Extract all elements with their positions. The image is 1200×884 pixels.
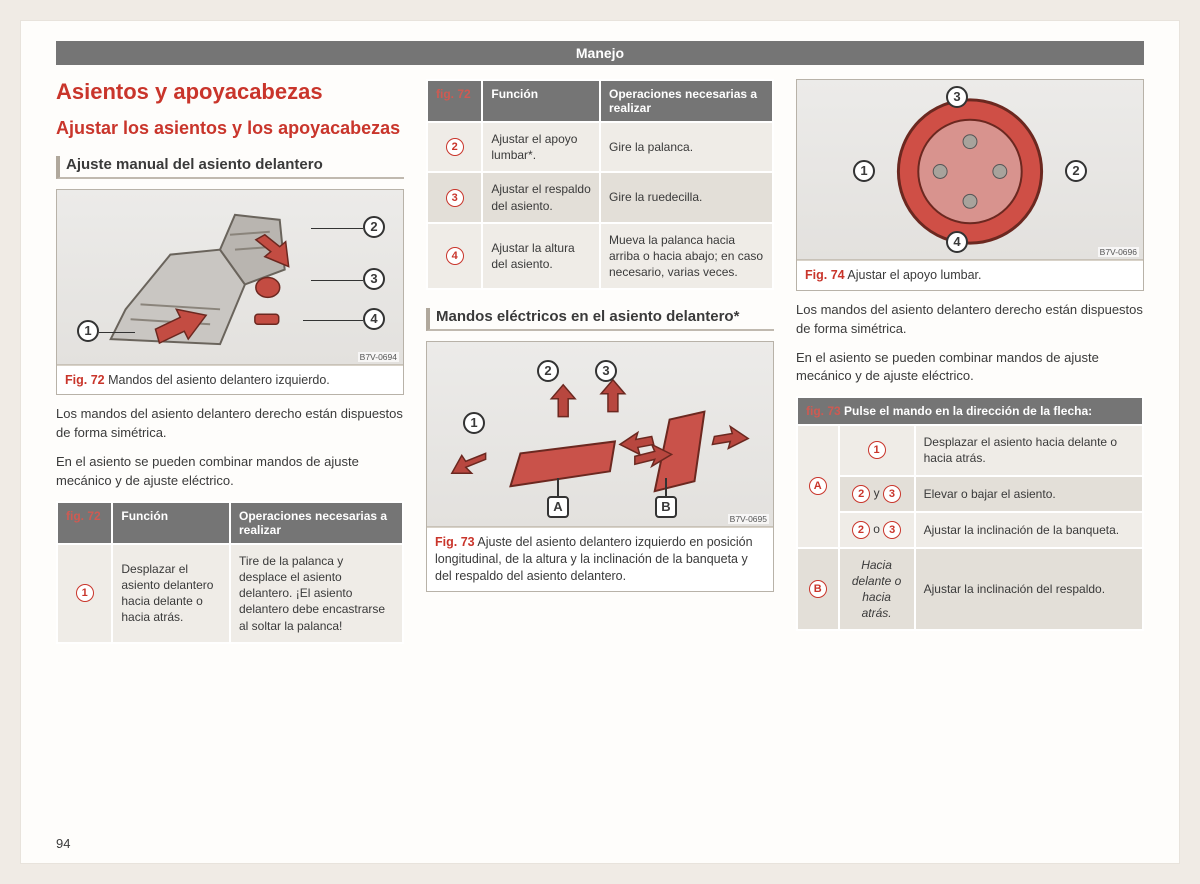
column-2: fig. 72 Función Operaciones necesarias a… (426, 79, 774, 654)
table-fig73: fig. 73 Pulse el mando en la dirección d… (796, 396, 1144, 631)
callout-2: 2 (1065, 160, 1087, 182)
paragraph: En el asiento se pueden combinar mandos … (796, 349, 1144, 387)
callout-A: A (547, 496, 569, 518)
callout-4: 4 (363, 308, 385, 330)
section-title-manual: Ajuste manual del asiento delantero (56, 156, 404, 179)
table-fig72-part2: fig. 72 Función Operaciones necesarias a… (426, 79, 774, 290)
th-fig: fig. 72 (427, 80, 482, 122)
td-desc: Elevar o bajar el asiento. (915, 476, 1143, 512)
section-title-electric: Mandos eléctricos en el asiento delanter… (426, 308, 774, 331)
th-func: Función (482, 80, 600, 122)
th-fig: fig. 72 (57, 502, 112, 544)
callout-3: 3 (946, 86, 968, 108)
td-desc: Ajustar la inclinación del respaldo. (915, 548, 1143, 631)
section-header: Manejo (56, 41, 1144, 65)
figure-74-caption: Fig. 74 Ajustar el apoyo lumbar. (797, 260, 1143, 290)
td-func: Desplazar el asiento delantero hacia del… (112, 544, 230, 643)
td-group-B: B (797, 548, 839, 631)
columns: Asientos y apoyacabezas Ajustar los asie… (56, 79, 1144, 654)
fig-label: Fig. 74 (805, 268, 845, 282)
td-ops: Gire la ruedecilla. (600, 172, 773, 222)
fig-text: Ajustar el apoyo lumbar. (847, 268, 981, 282)
td-direction: Hacia delante o hacia atrás. (839, 548, 915, 631)
td-ops: Mueva la palanca hacia arriba o hacia ab… (600, 223, 773, 290)
td-ops: Tire de la palanca y desplace el asiento… (230, 544, 403, 643)
paragraph: Los mandos del asiento delantero derecho… (796, 301, 1144, 339)
page: Manejo Asientos y apoyacabezas Ajustar l… (20, 20, 1180, 864)
td-desc: Ajustar la inclinación de la banqueta. (915, 512, 1143, 548)
callout-4: 4 (946, 231, 968, 253)
figure-74-image: 1 2 3 4 B7V-0696 (797, 80, 1143, 260)
td-num: 1 (839, 425, 915, 475)
paragraph: En el asiento se pueden combinar mandos … (56, 453, 404, 491)
td-func: Ajustar el apoyo lumbar*. (482, 122, 600, 172)
fig-label: Fig. 72 (65, 373, 105, 387)
fig-label: Fig. 73 (435, 535, 475, 549)
fig-text: Mandos del asiento delantero izquierdo. (108, 373, 330, 387)
td-group-A: A (797, 425, 839, 547)
th-instruction: fig. 73 Pulse el mando en la dirección d… (797, 397, 1143, 425)
td-num: 1 (57, 544, 112, 643)
td-num: 4 (427, 223, 482, 290)
figure-72-image: 1 2 3 4 B7V-0694 (57, 190, 403, 365)
td-nums: 2 o 3 (839, 512, 915, 548)
image-code: B7V-0694 (358, 352, 399, 362)
figure-73: 1 2 3 A B B7V-0695 Fig. 73 Ajuste del as… (426, 341, 774, 592)
figure-74: 1 2 3 4 B7V-0696 Fig. 74 Ajustar el apoy… (796, 79, 1144, 291)
title-h1: Asientos y apoyacabezas (56, 79, 404, 105)
lumbar-illustration (797, 80, 1143, 259)
callout-1: 1 (853, 160, 875, 182)
title-h2: Ajustar los asientos y los apoyacabezas (56, 117, 404, 140)
td-num: 2 (427, 122, 482, 172)
callout-B: B (655, 496, 677, 518)
column-3: 1 2 3 4 B7V-0696 Fig. 74 Ajustar el apoy… (796, 79, 1144, 654)
seat-illustration (57, 190, 403, 364)
callout-2: 2 (363, 216, 385, 238)
page-number: 94 (56, 836, 70, 851)
td-func: Ajustar el respaldo del asiento. (482, 172, 600, 222)
td-ops: Gire la palanca. (600, 122, 773, 172)
td-func: Ajustar la altura del asiento. (482, 223, 600, 290)
td-nums: 2 y 3 (839, 476, 915, 512)
th-func: Función (112, 502, 230, 544)
column-1: Asientos y apoyacabezas Ajustar los asie… (56, 79, 404, 654)
fig-text: Ajuste del asiento delantero izquierdo e… (435, 535, 753, 583)
image-code: B7V-0696 (1098, 247, 1139, 257)
table-fig72-part1: fig. 72 Función Operaciones necesarias a… (56, 501, 404, 644)
td-desc: Desplazar el asiento hacia delante o hac… (915, 425, 1143, 475)
th-ops: Operaciones necesarias a realizar (230, 502, 403, 544)
paragraph: Los mandos del asiento delantero derecho… (56, 405, 404, 443)
figure-73-image: 1 2 3 A B B7V-0695 (427, 342, 773, 527)
figure-72-caption: Fig. 72 Mandos del asiento delantero izq… (57, 365, 403, 395)
figure-73-caption: Fig. 73 Ajuste del asiento delantero izq… (427, 527, 773, 591)
td-num: 3 (427, 172, 482, 222)
th-ops: Operaciones necesarias a realizar (600, 80, 773, 122)
figure-72: 1 2 3 4 B7V-0694 Fig. 72 Mandos del asie… (56, 189, 404, 396)
callout-3: 3 (363, 268, 385, 290)
callout-1: 1 (77, 320, 99, 342)
image-code: B7V-0695 (728, 514, 769, 524)
